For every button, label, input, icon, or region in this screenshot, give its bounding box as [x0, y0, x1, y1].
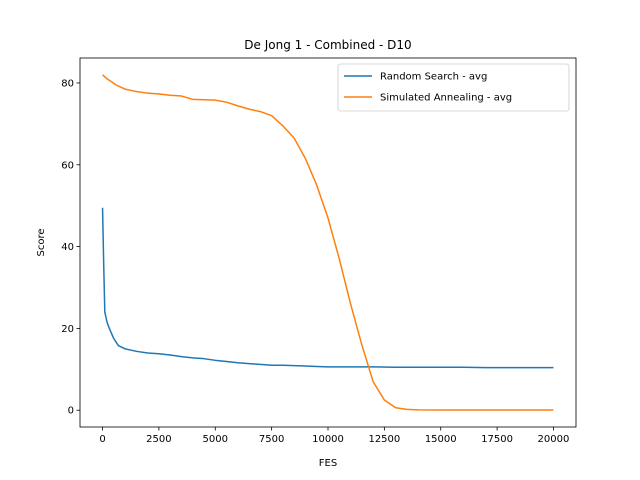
y-axis-label: Score: [36, 228, 47, 256]
plot-area: [80, 58, 576, 427]
legend-label-1: Simulated Annealing - avg: [380, 93, 512, 104]
x-tick-label: 10000: [312, 434, 344, 445]
y-tick-label: 80: [61, 78, 74, 89]
y-tick-label: 60: [61, 160, 74, 171]
x-tick-label: 5000: [203, 434, 228, 445]
axes-layer: 0 2500 5000 7500 10000 12500 15000 17500 20000 0 2…: [61, 57, 577, 445]
x-axis-label: FES: [319, 458, 337, 469]
x-tick-label: 7500: [259, 434, 284, 445]
y-tick-label: 20: [61, 324, 74, 335]
y-tick-label: 0: [68, 406, 74, 417]
x-tick-label: 0: [99, 434, 105, 445]
x-tick-label: 12500: [368, 434, 400, 445]
x-tick-label: 15000: [425, 434, 457, 445]
x-tick-label: 17500: [481, 434, 513, 445]
series-line-0: [101, 207, 554, 369]
y-tick-label: 40: [61, 242, 74, 253]
chart-title: De Jong 1 - Combined - D10: [244, 38, 411, 52]
series-line-1: [102, 74, 554, 411]
legend-label-0: Random Search - avg: [380, 72, 487, 83]
legend: Random Search - avg Simulated Annealing -…: [337, 63, 570, 112]
x-tick-label: 2500: [146, 434, 171, 445]
x-tick-label: 20000: [538, 434, 570, 445]
series-layer: [101, 74, 554, 411]
legend-box: [337, 63, 570, 112]
